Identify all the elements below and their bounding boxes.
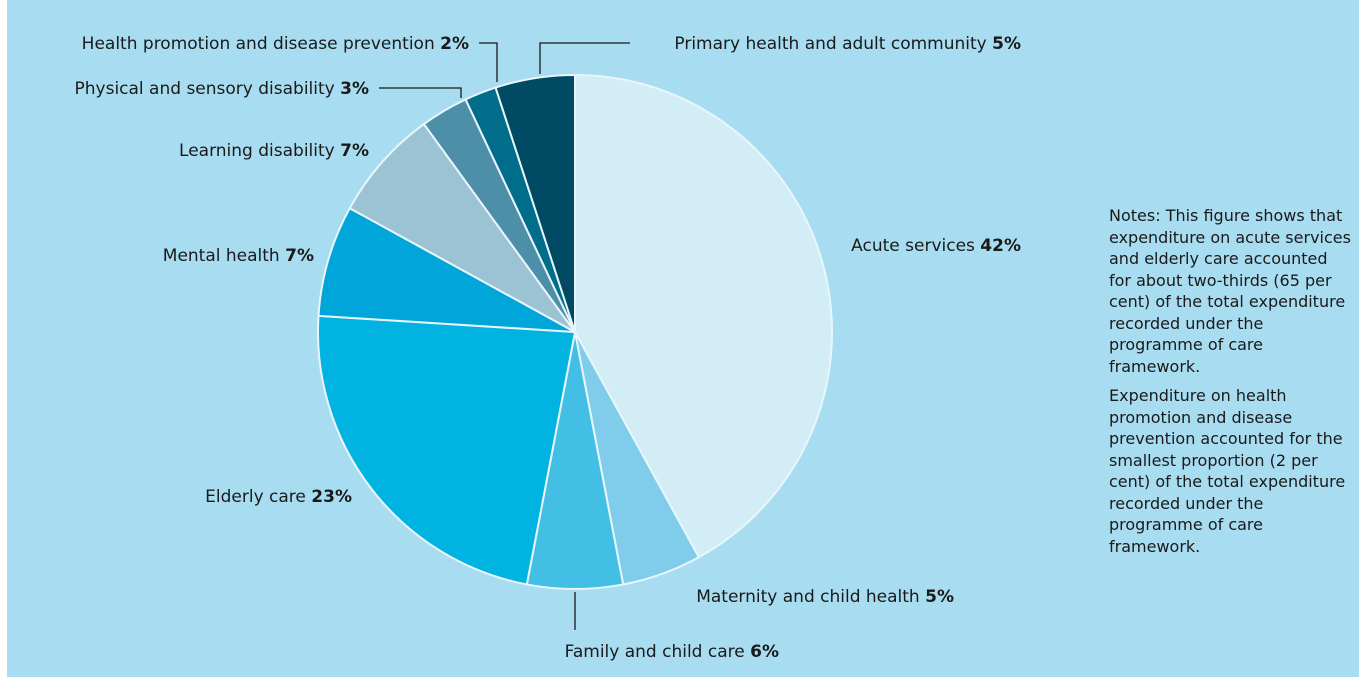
value-label: 2% (440, 34, 469, 54)
label-acute-services: Acute services 42% (851, 236, 1021, 256)
category-label: Maternity and child health (696, 587, 925, 607)
category-label: Mental health (163, 246, 285, 266)
slice-labels: Acute services 42% Maternity and child he… (75, 34, 1022, 662)
label-primary-health-and-adult-community: Primary health and adult community 5% (674, 34, 1021, 54)
slice-mental-health (317, 206, 576, 333)
label-mental-health: Mental health 7% (163, 246, 314, 266)
slice-acute-services (574, 73, 833, 559)
category-label: Learning disability (179, 141, 340, 161)
pie-chart: Acute services 42% Maternity and child he… (75, 34, 1022, 662)
leader-line-physical-and-sensory-disability (379, 87, 462, 98)
slice-elderly-care (317, 314, 577, 586)
category-label: Primary health and adult community (674, 34, 992, 54)
value-label: 7% (340, 141, 369, 161)
category-label: Health promotion and disease prevention (82, 34, 440, 54)
value-label: 5% (992, 34, 1021, 54)
value-label: 7% (285, 246, 314, 266)
slice-primary-health-and-adult-community (494, 73, 576, 333)
value-label: 6% (750, 642, 779, 662)
category-label: Family and child care (565, 642, 751, 662)
label-health-promotion-and-disease-prevention: Health promotion and disease prevention … (82, 34, 469, 54)
label-learning-disability: Learning disability 7% (179, 141, 369, 161)
category-label: Elderly care (205, 487, 311, 507)
leader-lines (379, 42, 630, 630)
value-label: 3% (340, 79, 369, 99)
leader-line-primary-health-and-adult-community (539, 42, 630, 74)
category-label: Physical and sensory disability (75, 79, 341, 99)
value-label: 23% (311, 487, 352, 507)
leader-line-health-promotion-and-disease-prevention (479, 42, 498, 82)
notes-paragraph-1: Notes: This figure shows that expenditur… (1109, 206, 1351, 376)
value-label: 5% (925, 587, 954, 607)
pie-slices (317, 73, 833, 590)
value-label: 42% (980, 236, 1021, 256)
slice-learning-disability (348, 122, 576, 333)
label-elderly-care: Elderly care 23% (205, 487, 352, 507)
label-maternity-and-child-health: Maternity and child health 5% (696, 587, 954, 607)
category-label: Acute services (851, 236, 980, 256)
notes: Notes: This figure shows that expenditur… (1109, 205, 1354, 565)
label-family-and-child-care: Family and child care 6% (565, 642, 779, 662)
notes-paragraph-2: Expenditure on health promotion and dise… (1109, 386, 1346, 556)
label-physical-and-sensory-disability: Physical and sensory disability 3% (75, 79, 370, 99)
